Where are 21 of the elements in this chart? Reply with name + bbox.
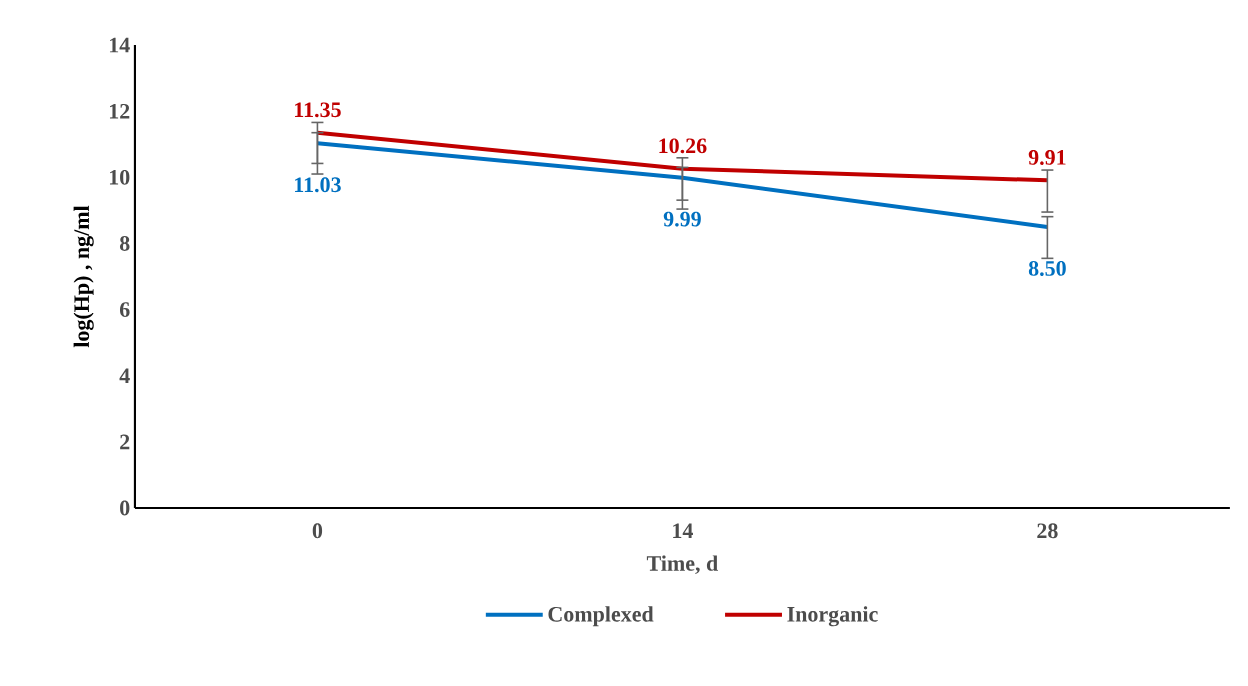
data-label: 9.91 (1028, 150, 1066, 165)
data-label: 11.03 (295, 177, 341, 193)
y-tick-label: 2 (120, 434, 130, 450)
data-label: 8.50 (1028, 260, 1066, 276)
y-tick-label: 4 (119, 368, 130, 383)
y-tick-label: 8 (119, 236, 130, 251)
x-tick-label: 0 (312, 523, 323, 539)
legend-label: Inorganic (787, 606, 878, 627)
y-tick-label: 14 (109, 37, 130, 53)
y-tick-label: 0 (120, 500, 130, 516)
y-tick-label: 12 (109, 103, 130, 119)
data-label: 9.99 (663, 211, 701, 227)
legend-label: Complexed (548, 606, 654, 627)
x-tick-label: 28 (1037, 523, 1058, 539)
y-tick-label: 6 (119, 302, 130, 317)
x-tick-label: 14 (673, 523, 693, 538)
data-label: 10.26 (659, 138, 707, 154)
data-label: 11.35 (295, 102, 341, 118)
x-axis-title: Time, d (646, 555, 718, 575)
y-tick-label: 10 (109, 169, 130, 185)
y-axis-title: log(Hp) , ng/ml (73, 205, 94, 348)
